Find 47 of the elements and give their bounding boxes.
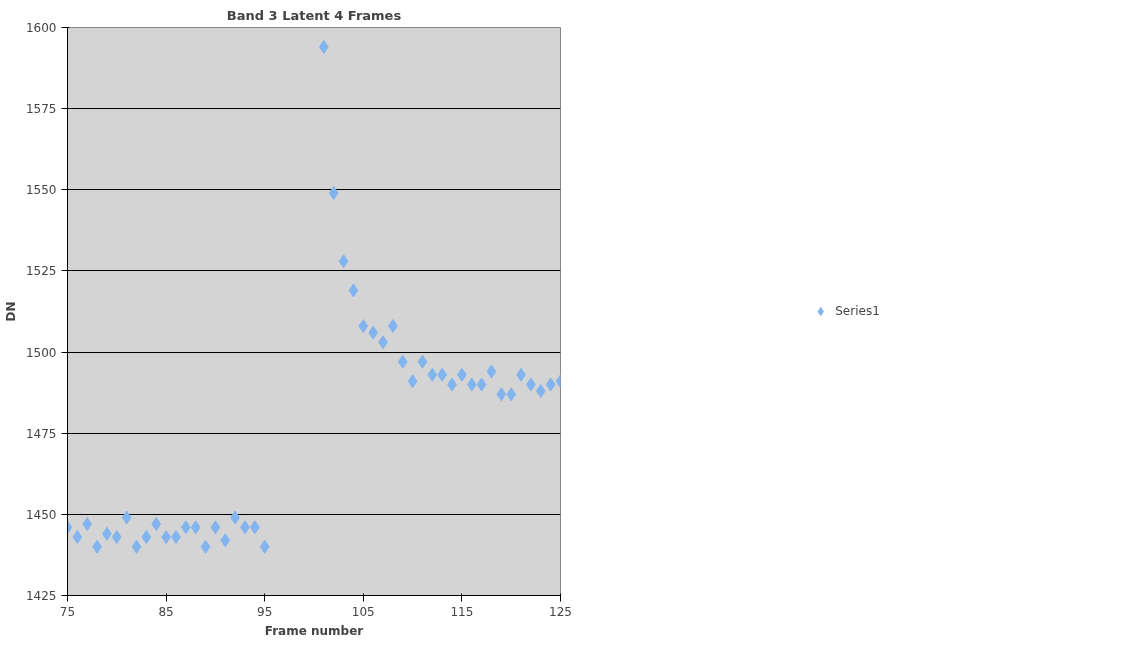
point xyxy=(476,377,487,392)
x-tick-label: 115 xyxy=(450,604,474,619)
point xyxy=(358,319,369,334)
x-tick-label: 125 xyxy=(549,604,572,619)
y-tick-label: 1450 xyxy=(25,507,57,522)
y-tick-label: 1575 xyxy=(25,102,57,117)
point xyxy=(328,186,339,201)
point xyxy=(82,517,93,532)
point xyxy=(210,520,221,535)
point xyxy=(111,530,122,545)
point xyxy=(220,533,231,548)
point xyxy=(190,520,201,535)
point xyxy=(545,377,556,392)
y-tick-label: 1425 xyxy=(25,589,57,603)
point xyxy=(151,517,162,532)
x-tick-label: 85 xyxy=(158,604,174,619)
x-tick-label: 75 xyxy=(59,604,76,619)
point xyxy=(259,539,270,554)
point xyxy=(417,354,428,369)
point xyxy=(535,384,546,399)
chart-title: Band 3 Latent 4 Frames xyxy=(226,7,402,23)
y-tick-label: 1475 xyxy=(25,426,57,441)
point xyxy=(72,530,83,545)
y-tick-label: 1500 xyxy=(25,345,57,360)
point xyxy=(506,387,517,402)
x-tick-label: 105 xyxy=(351,604,375,619)
point xyxy=(348,283,359,298)
point xyxy=(466,377,477,392)
y-axis-title: DN xyxy=(3,301,18,322)
point xyxy=(180,520,191,535)
x-axis-title: Frame number xyxy=(264,623,364,638)
point xyxy=(397,354,408,369)
y-tick-label: 1550 xyxy=(25,183,57,198)
x-tick-label: 95 xyxy=(257,604,273,619)
point xyxy=(427,367,438,382)
point xyxy=(407,374,418,389)
point xyxy=(131,539,142,554)
y-tick-label: 1525 xyxy=(25,264,57,279)
point xyxy=(200,539,211,554)
y-tick-label: 1600 xyxy=(25,21,57,35)
legend-label: Series1 xyxy=(835,304,880,318)
point xyxy=(338,254,349,269)
point xyxy=(121,510,132,525)
point xyxy=(437,367,448,382)
point xyxy=(141,530,152,545)
point xyxy=(486,364,497,379)
point xyxy=(496,387,507,402)
